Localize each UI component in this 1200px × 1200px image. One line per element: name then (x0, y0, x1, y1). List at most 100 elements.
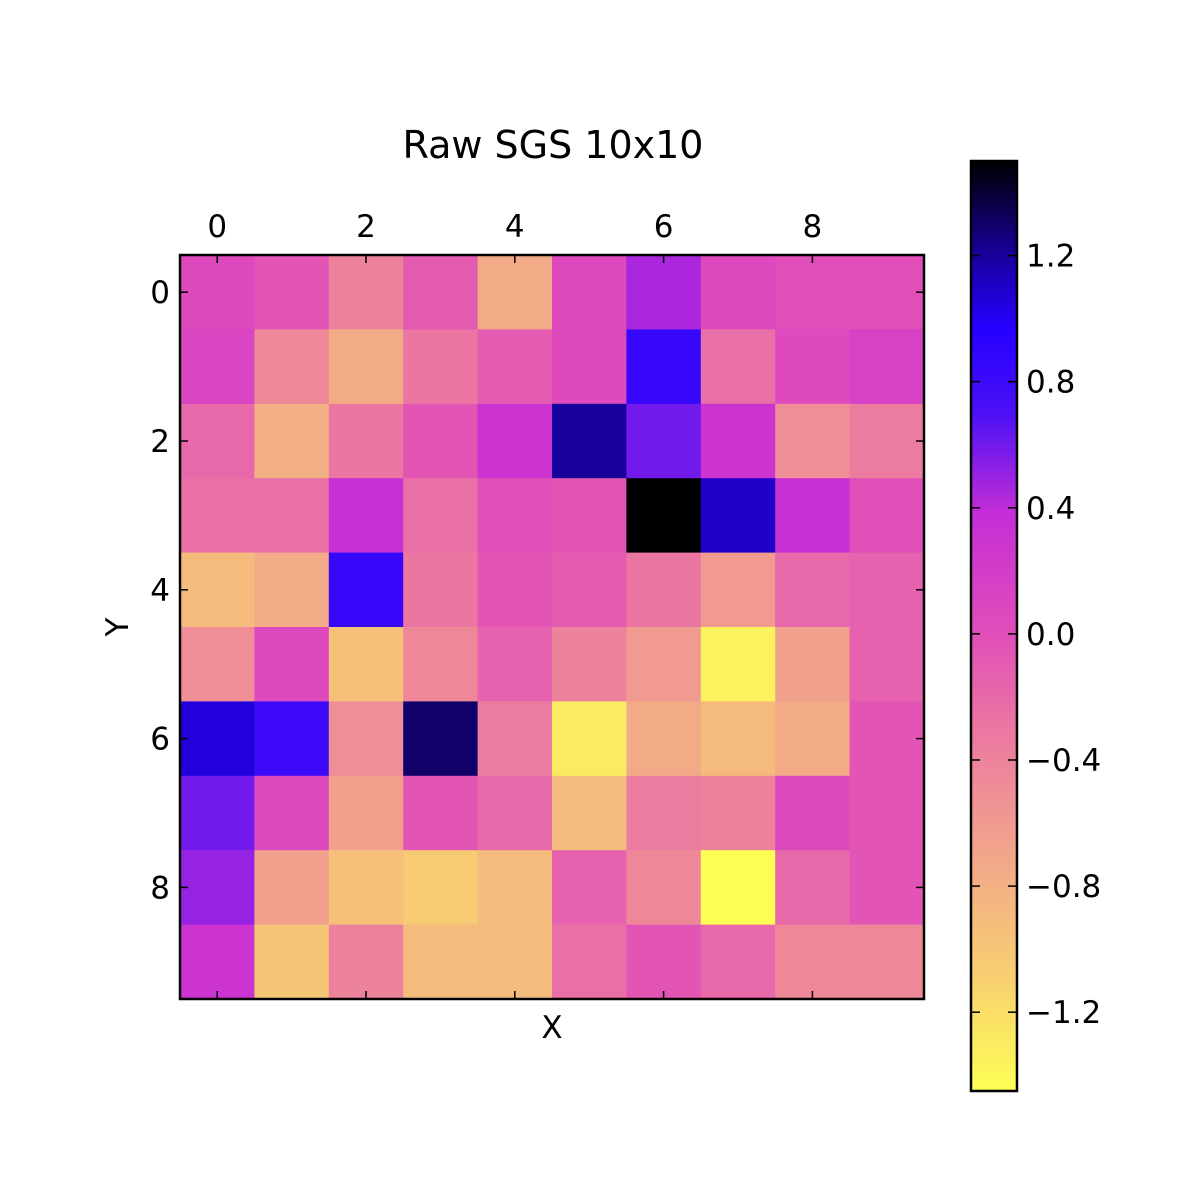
heatmap-cell (775, 478, 851, 554)
heatmap-cell (328, 403, 404, 479)
heatmap-cell (477, 850, 553, 926)
heatmap-cell (552, 478, 627, 554)
x-tick-label: 2 (356, 209, 376, 245)
x-tick-label: 8 (803, 209, 823, 245)
colorbar-tick-label: −0.8 (1026, 869, 1101, 905)
heatmap-cell (700, 775, 776, 851)
heatmap-cell (552, 850, 627, 926)
heatmap-cell (700, 255, 776, 330)
heatmap-cell (626, 329, 702, 405)
heatmap-cell (180, 924, 255, 1000)
heatmap-cell (403, 403, 479, 479)
heatmap-cell (626, 850, 702, 926)
heatmap-cell (477, 775, 553, 851)
y-tick-label: 6 (150, 722, 170, 758)
heatmap-cell (552, 924, 627, 1000)
heatmap-cell (180, 850, 255, 926)
heatmap-cell (403, 850, 479, 926)
heatmap-cell (403, 775, 479, 851)
heatmap-cell (477, 403, 553, 479)
heatmap-cell (254, 403, 330, 479)
y-tick-label: 0 (150, 275, 170, 311)
heatmap-cell (775, 775, 851, 851)
heatmap-cell (477, 478, 553, 554)
heatmap-cell (626, 552, 702, 628)
heatmap-cell (775, 255, 851, 330)
heatmap-cell (180, 478, 255, 554)
colorbar-ticks: 1.2 0.8 0.4 0.0 −0.4 −0.8 −1.2 (971, 239, 1101, 1031)
heatmap-cell (254, 924, 330, 1000)
heatmap-cell (552, 775, 627, 851)
heatmap-cell (626, 924, 702, 1000)
heatmap-cell (849, 701, 925, 777)
heatmap-cell (700, 329, 776, 405)
x-axis-label: X (541, 1010, 562, 1046)
heatmap-cell (552, 552, 627, 628)
heatmap-cell (552, 255, 627, 330)
heatmap-cell (849, 627, 925, 702)
heatmap-cell (700, 403, 776, 479)
heatmap-cell (477, 255, 553, 330)
heatmap-cell (180, 403, 255, 479)
heatmap-cell (328, 478, 404, 554)
heatmap-cell (254, 775, 330, 851)
heatmap-cell (254, 478, 330, 554)
plot-frame (178, 253, 926, 1001)
heatmap-cell (403, 329, 479, 405)
heatmap-cell (849, 775, 925, 851)
heatmap-cell (849, 478, 925, 554)
heatmap-cell (328, 850, 404, 926)
heatmap-cell (403, 627, 479, 702)
heatmap-cell (254, 627, 330, 702)
heatmap-cell (403, 701, 479, 777)
heatmap-cell (403, 552, 479, 628)
heatmap-cell (626, 478, 702, 554)
heatmap-cell (626, 627, 702, 702)
y-axis-label: Y (100, 617, 136, 637)
x-tick-label: 4 (505, 209, 525, 245)
y-tick-label: 8 (150, 870, 170, 906)
heatmap-cell (700, 478, 776, 554)
heatmap-cell (328, 924, 404, 1000)
heatmap-cell (403, 255, 479, 330)
heatmap-cell (180, 775, 255, 851)
heatmap-cell (775, 924, 851, 1000)
colorbar-tick-label: 0.4 (1026, 491, 1075, 527)
heatmap-cell (700, 627, 776, 702)
chart-title: Raw SGS 10x10 (403, 123, 704, 167)
heatmap-cell (775, 627, 851, 702)
heatmap-cell (180, 627, 255, 702)
heatmap-cell (254, 255, 330, 330)
colorbar (969, 159, 1019, 1093)
y-tick-label: 2 (150, 424, 170, 460)
heatmap-cell (254, 552, 330, 628)
heatmap-cell (849, 329, 925, 405)
heatmap-cell (328, 552, 404, 628)
heatmap-cell (849, 850, 925, 926)
heatmap-cell (328, 775, 404, 851)
heatmap-cells (180, 255, 925, 1000)
heatmap-cell (254, 850, 330, 926)
axis-ticks: 0 2 4 6 8 0 2 4 6 8 (150, 209, 924, 999)
heatmap-cell (700, 924, 776, 1000)
heatmap-cell (403, 478, 479, 554)
heatmap-cell (626, 255, 702, 330)
heatmap-cell (849, 255, 925, 330)
heatmap-cell (328, 255, 404, 330)
heatmap-cell (775, 850, 851, 926)
colorbar-tick-label: 1.2 (1026, 239, 1075, 275)
heatmap-cell (626, 701, 702, 777)
x-tick-label: 6 (654, 209, 674, 245)
heatmap-cell (552, 329, 627, 405)
heatmap-cell (775, 701, 851, 777)
heatmap-cell (180, 255, 255, 330)
heatmap-cell (477, 552, 553, 628)
x-tick-label: 0 (207, 209, 227, 245)
heatmap-cell (328, 701, 404, 777)
y-tick-label: 4 (150, 573, 170, 609)
heatmap-cell (626, 775, 702, 851)
heatmap-cell (552, 627, 627, 702)
colorbar-tick-label: −0.4 (1026, 743, 1101, 779)
heatmap-cell (849, 552, 925, 628)
